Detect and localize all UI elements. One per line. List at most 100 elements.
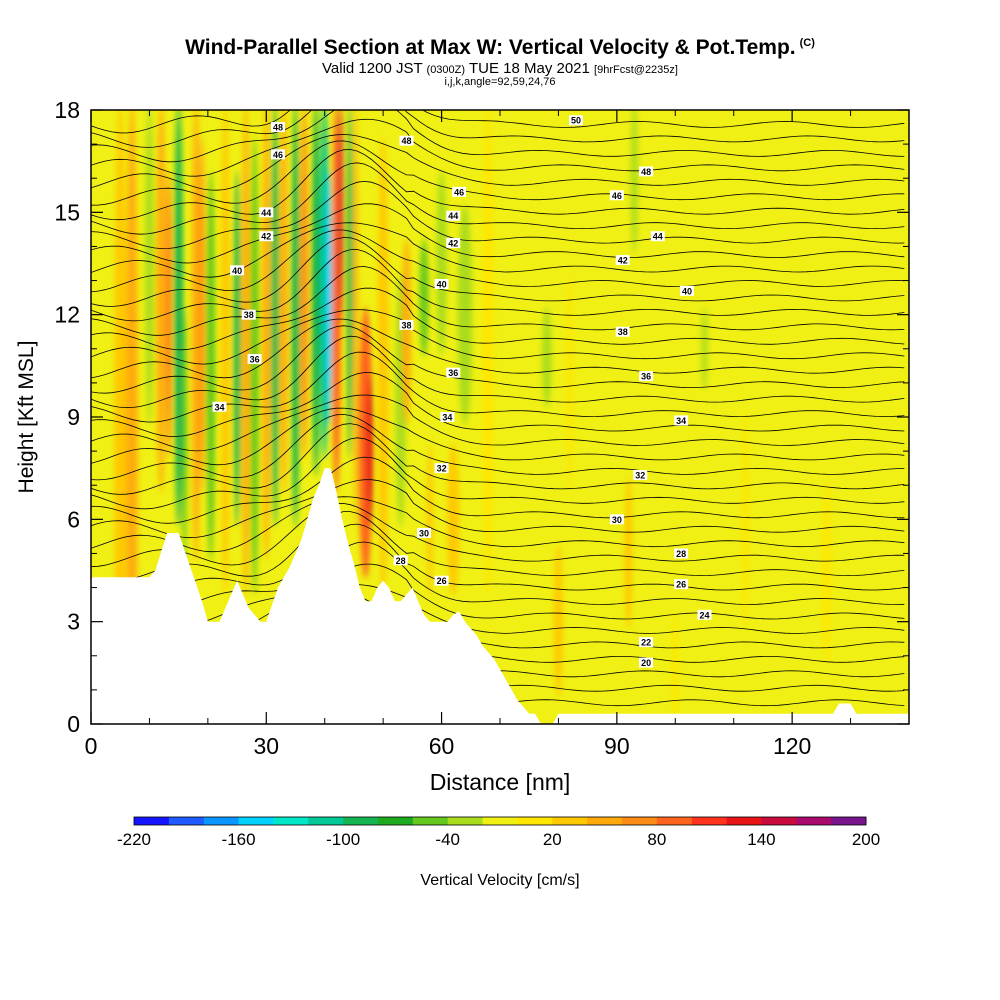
colorbar-swatch: [726, 817, 762, 825]
velocity-band: [346, 110, 353, 460]
velocity-band: [419, 238, 429, 357]
velocity-band: [377, 136, 389, 596]
contour-label-bg: [270, 122, 285, 133]
velocity-band: [672, 613, 679, 724]
velocity-band: [291, 110, 300, 528]
contour-label: 38: [618, 327, 628, 337]
theta-contour-line: [91, 110, 905, 148]
theta-contour-line: [91, 249, 905, 322]
contour-label-bg: [639, 371, 654, 382]
colorbar-tick-label: -160: [222, 830, 256, 849]
contour-label-bg: [399, 135, 414, 146]
contour-label: 42: [448, 239, 458, 249]
contour-label: 34: [442, 413, 452, 423]
velocity-band: [483, 110, 494, 596]
contour-label-bg: [609, 190, 624, 201]
colorbar-swatch: [412, 817, 449, 825]
contour-label-bg: [399, 319, 414, 330]
theta-contour-line: [91, 110, 905, 163]
contour-label-bg: [434, 463, 449, 474]
velocity-band: [181, 306, 188, 562]
velocity-band: [426, 443, 433, 596]
velocity-band: [701, 306, 708, 391]
contour-label-bg: [446, 210, 461, 221]
theta-contour-line: [91, 149, 905, 221]
colorbar: -220 -160 -100 -40 20 80 140 200: [117, 816, 880, 849]
y-axis-label: Height [Kft MSL]: [15, 341, 38, 494]
colorbar-swatch: [238, 817, 274, 825]
velocity-band: [436, 170, 447, 357]
theta-contour-line: [91, 407, 905, 466]
chart-title: Wind-Parallel Section at Max W: Vertical…: [185, 36, 815, 59]
theta-contour-line: [91, 335, 905, 409]
shading-bands: [114, 110, 832, 724]
terrain-mask: [91, 468, 909, 724]
theta-contour-line: [91, 325, 905, 394]
theta-contour-line: [91, 496, 905, 553]
contour-label: 48: [641, 167, 651, 177]
contour-label-bg: [230, 265, 245, 276]
contour-label-bg: [259, 231, 274, 242]
velocity-band: [325, 170, 332, 425]
y-tick-label: 12: [54, 302, 80, 328]
contour-label: 42: [261, 232, 271, 242]
velocity-band: [311, 110, 321, 477]
velocity-band: [447, 443, 460, 596]
plot-area: [91, 110, 909, 724]
theta-contour-line: [91, 318, 905, 379]
contour-label-bg: [674, 579, 689, 590]
x-tick-label: 90: [604, 733, 630, 759]
colorbar-swatch: [134, 817, 170, 825]
theta-contour-line: [91, 203, 905, 264]
velocity-band: [823, 477, 832, 664]
contour-label-bg: [241, 309, 256, 320]
contour-label: 30: [419, 528, 429, 538]
velocity-band: [353, 110, 358, 528]
velocity-band: [242, 110, 250, 596]
velocity-band: [554, 545, 563, 698]
theta-contour-line: [91, 502, 905, 568]
colorbar-swatch: [203, 817, 240, 825]
theta-contour-line: [91, 309, 905, 365]
chart-indices: i,j,k,angle=92,59,24,76: [444, 76, 556, 88]
colorbar-swatch: [517, 817, 553, 825]
chart-subtitle: Valid 1200 JST (0300Z) TUE 18 May 2021 […: [322, 60, 678, 77]
colorbar-swatch: [796, 817, 832, 825]
theta-contour-line: [91, 140, 905, 206]
y-tick-label: 9: [67, 404, 80, 430]
contour-label-bg: [434, 278, 449, 289]
contour-label: 26: [676, 580, 686, 590]
contour-label: 40: [232, 266, 242, 276]
colorbar-tick-label: 140: [747, 830, 775, 849]
contour-label: 32: [437, 464, 447, 474]
colorbar-swatch: [622, 817, 658, 825]
colorbar-swatch: [378, 817, 414, 825]
contour-label-bg: [615, 326, 630, 337]
velocity-band: [280, 110, 288, 494]
velocity-band: [206, 170, 216, 562]
colorbar-swatch: [482, 817, 518, 825]
theta-contour-line: [91, 423, 905, 495]
velocity-band: [250, 136, 259, 596]
contour-label: 44: [448, 211, 458, 221]
velocity-band: [233, 170, 241, 528]
contour-label: 22: [641, 638, 651, 648]
x-tick-label: 120: [773, 733, 811, 759]
contour-label: 48: [273, 123, 283, 133]
theta-contour-line: [91, 222, 905, 278]
contour-label-bg: [674, 415, 689, 426]
contour-label-bg: [434, 575, 449, 586]
contour-label: 32: [635, 470, 645, 480]
contour-label-bg: [446, 238, 461, 249]
x-axis-label: Distance [nm]: [430, 769, 571, 795]
y-tick-label: 0: [67, 711, 80, 737]
theta-contour-line: [91, 523, 905, 596]
contour-label: 24: [699, 610, 709, 620]
contour-label: 28: [676, 549, 686, 559]
contour-label: 44: [653, 232, 663, 242]
contour-label: 38: [244, 310, 254, 320]
colorbar-swatch: [552, 817, 588, 825]
contour-label-bg: [679, 285, 694, 296]
